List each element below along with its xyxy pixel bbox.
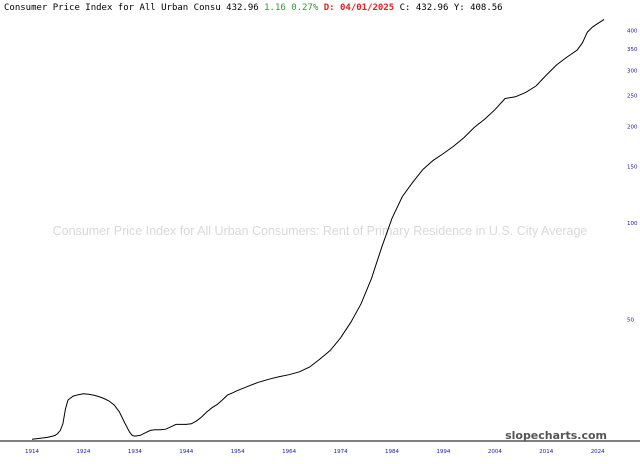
- series-line-0: [31, 18, 605, 440]
- header-change: 1.16: [264, 3, 286, 13]
- header-c-label: C:: [400, 3, 411, 13]
- header-date: 04/01/2025: [340, 3, 394, 13]
- header-c-value: 432.96: [416, 3, 449, 13]
- x-tick-label: 2024: [591, 449, 605, 455]
- header-line: Consumer Price Index for All Urban Consu…: [4, 3, 503, 13]
- x-tick-label: 1954: [231, 449, 245, 455]
- x-tick-label: 1974: [334, 449, 348, 455]
- x-tick-label: 1984: [385, 449, 399, 455]
- header-y-value: 408.56: [470, 3, 503, 13]
- x-tick-label: 1964: [282, 449, 296, 455]
- header-title: Consumer Price Index for All Urban Consu: [4, 3, 221, 13]
- y-tick-label: 350: [627, 47, 638, 53]
- y-tick-label: 400: [627, 28, 638, 34]
- x-tick-label: 1924: [76, 449, 90, 455]
- y-tick-label: 250: [627, 94, 638, 100]
- series-layer: [31, 18, 605, 440]
- x-tick-label: 1944: [179, 449, 193, 455]
- y-tick-label: 100: [627, 221, 638, 227]
- y-tick-label: 300: [627, 68, 638, 74]
- header-close: 432.96: [226, 3, 259, 13]
- x-tick-label: 2014: [539, 449, 553, 455]
- x-tick-label: 1914: [25, 449, 39, 455]
- header-y-label: Y:: [454, 3, 465, 13]
- header-date-label: D:: [324, 3, 335, 13]
- y-tick-label: 50: [627, 317, 634, 323]
- y-tick-layer: 50 100 150 200 250 300 350 400: [627, 28, 638, 323]
- y-tick-label: 150: [627, 165, 638, 171]
- x-tick-label: 1994: [436, 449, 450, 455]
- x-tick-label: 1934: [128, 449, 142, 455]
- header-change-pct: 0.27%: [291, 3, 319, 13]
- brand-label: slopecharts.com: [505, 429, 607, 442]
- x-tick-label: 2004: [488, 449, 502, 455]
- watermark-title: Consumer Price Index for All Urban Consu…: [53, 224, 588, 238]
- x-tick-layer: 1914 1924 1934 1944 1954 1964 1974 1984 1994 2004…: [25, 449, 605, 455]
- y-tick-label: 200: [627, 125, 638, 131]
